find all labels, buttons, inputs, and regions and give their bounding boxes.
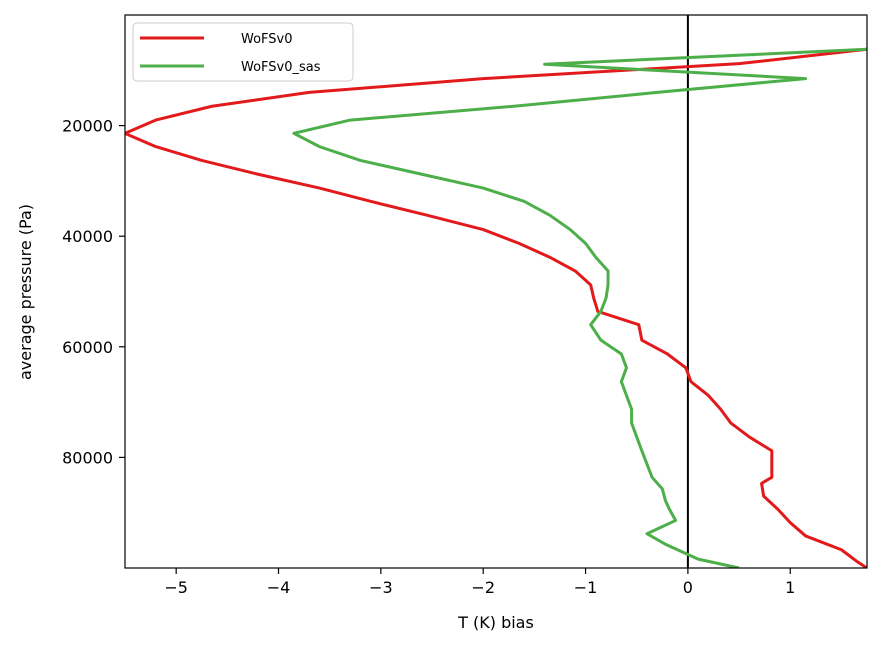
x-tick-label: −3 xyxy=(369,578,393,597)
axes-layer: −5 −4 −3 −2 −1 0 1 20000 40000 60000 80000 xyxy=(62,14,868,597)
x-tick-label: −2 xyxy=(471,578,495,597)
x-tick-label: −5 xyxy=(164,578,188,597)
series-layer xyxy=(125,15,867,568)
y-axis-title: average pressure (Pa) xyxy=(16,204,35,380)
x-tick-label: −4 xyxy=(267,578,291,597)
y-tick-label: 80000 xyxy=(62,448,113,467)
plot-frame xyxy=(124,14,868,569)
legend-label: WoFSv0 xyxy=(241,32,293,47)
y-tick-label: 60000 xyxy=(62,338,113,357)
x-axis-title: T (K) bias xyxy=(457,613,534,632)
series-line-wofsv0-sas xyxy=(292,47,867,568)
legend: WoFSv0 WoFSv0_sas xyxy=(132,22,354,82)
y-tick-label: 40000 xyxy=(62,227,113,246)
x-tick-label: −1 xyxy=(574,578,598,597)
x-tick-label: 0 xyxy=(683,578,693,597)
x-tick-label: 1 xyxy=(785,578,795,597)
series-line-wofsv0 xyxy=(125,47,867,568)
y-tick-label: 20000 xyxy=(62,117,113,136)
legend-label: WoFSv0_sas xyxy=(241,60,321,75)
